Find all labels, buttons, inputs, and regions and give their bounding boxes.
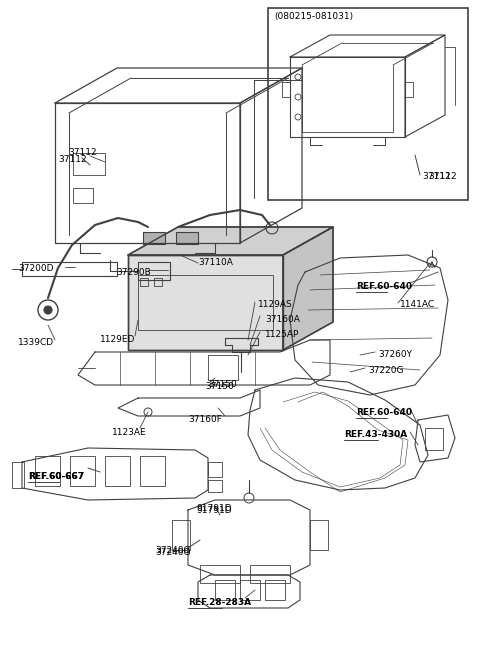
Bar bbox=[73, 188, 93, 203]
Bar bbox=[35, 456, 60, 486]
Bar bbox=[154, 278, 162, 286]
Text: 37112: 37112 bbox=[58, 155, 86, 164]
Text: 37150: 37150 bbox=[205, 382, 234, 391]
Bar bbox=[268, 8, 468, 200]
Text: 37290B: 37290B bbox=[116, 268, 151, 277]
Bar bbox=[176, 232, 198, 244]
Bar bbox=[140, 278, 148, 286]
Bar bbox=[105, 456, 130, 486]
Bar bbox=[208, 462, 222, 477]
Text: 37112: 37112 bbox=[428, 172, 456, 181]
Bar bbox=[208, 355, 238, 380]
Text: REF.43-430A: REF.43-430A bbox=[344, 430, 407, 439]
Text: 37220G: 37220G bbox=[368, 366, 404, 375]
Bar bbox=[22, 262, 117, 276]
Bar bbox=[138, 275, 273, 330]
Text: 1125AP: 1125AP bbox=[265, 330, 300, 339]
Text: 37112: 37112 bbox=[422, 172, 451, 181]
Bar bbox=[138, 262, 170, 280]
Bar bbox=[310, 520, 328, 550]
Text: 37112: 37112 bbox=[68, 148, 96, 157]
Text: REF.60-667: REF.60-667 bbox=[28, 472, 84, 481]
Bar bbox=[215, 580, 235, 600]
Text: REF.60-640: REF.60-640 bbox=[356, 282, 412, 291]
Text: REF.60-640: REF.60-640 bbox=[356, 408, 412, 417]
Bar bbox=[73, 153, 105, 175]
Text: 37240G: 37240G bbox=[155, 548, 191, 557]
Text: 37160F: 37160F bbox=[188, 415, 222, 424]
Bar bbox=[12, 462, 24, 488]
Text: REF.28-283A: REF.28-283A bbox=[188, 598, 251, 607]
Polygon shape bbox=[128, 255, 283, 350]
Text: 91791D: 91791D bbox=[196, 506, 232, 515]
Text: 1129ED: 1129ED bbox=[100, 335, 135, 344]
Text: 37110A: 37110A bbox=[198, 258, 233, 267]
Text: 37160A: 37160A bbox=[265, 315, 300, 324]
Text: 37200D: 37200D bbox=[18, 264, 53, 273]
Bar bbox=[70, 456, 95, 486]
Polygon shape bbox=[283, 227, 333, 350]
Bar bbox=[200, 565, 240, 583]
Bar bbox=[143, 232, 165, 244]
Text: 37260Y: 37260Y bbox=[378, 350, 412, 359]
Polygon shape bbox=[128, 227, 333, 255]
Bar bbox=[265, 580, 285, 600]
Text: 1339CD: 1339CD bbox=[18, 338, 54, 347]
Text: 37150: 37150 bbox=[208, 380, 237, 389]
Bar bbox=[208, 480, 222, 492]
Text: 1123AE: 1123AE bbox=[112, 428, 146, 437]
Bar bbox=[240, 580, 260, 600]
Bar bbox=[250, 565, 290, 583]
Text: 1129AS: 1129AS bbox=[258, 300, 293, 309]
Bar bbox=[425, 428, 443, 450]
Bar bbox=[172, 520, 190, 550]
Text: REF.60-667: REF.60-667 bbox=[28, 472, 84, 481]
Circle shape bbox=[44, 306, 52, 314]
Text: 91791D: 91791D bbox=[196, 504, 232, 513]
Text: 37240G: 37240G bbox=[155, 546, 191, 555]
Bar bbox=[140, 456, 165, 486]
Text: 1141AC: 1141AC bbox=[400, 300, 435, 309]
Text: (080215-081031): (080215-081031) bbox=[274, 12, 353, 21]
